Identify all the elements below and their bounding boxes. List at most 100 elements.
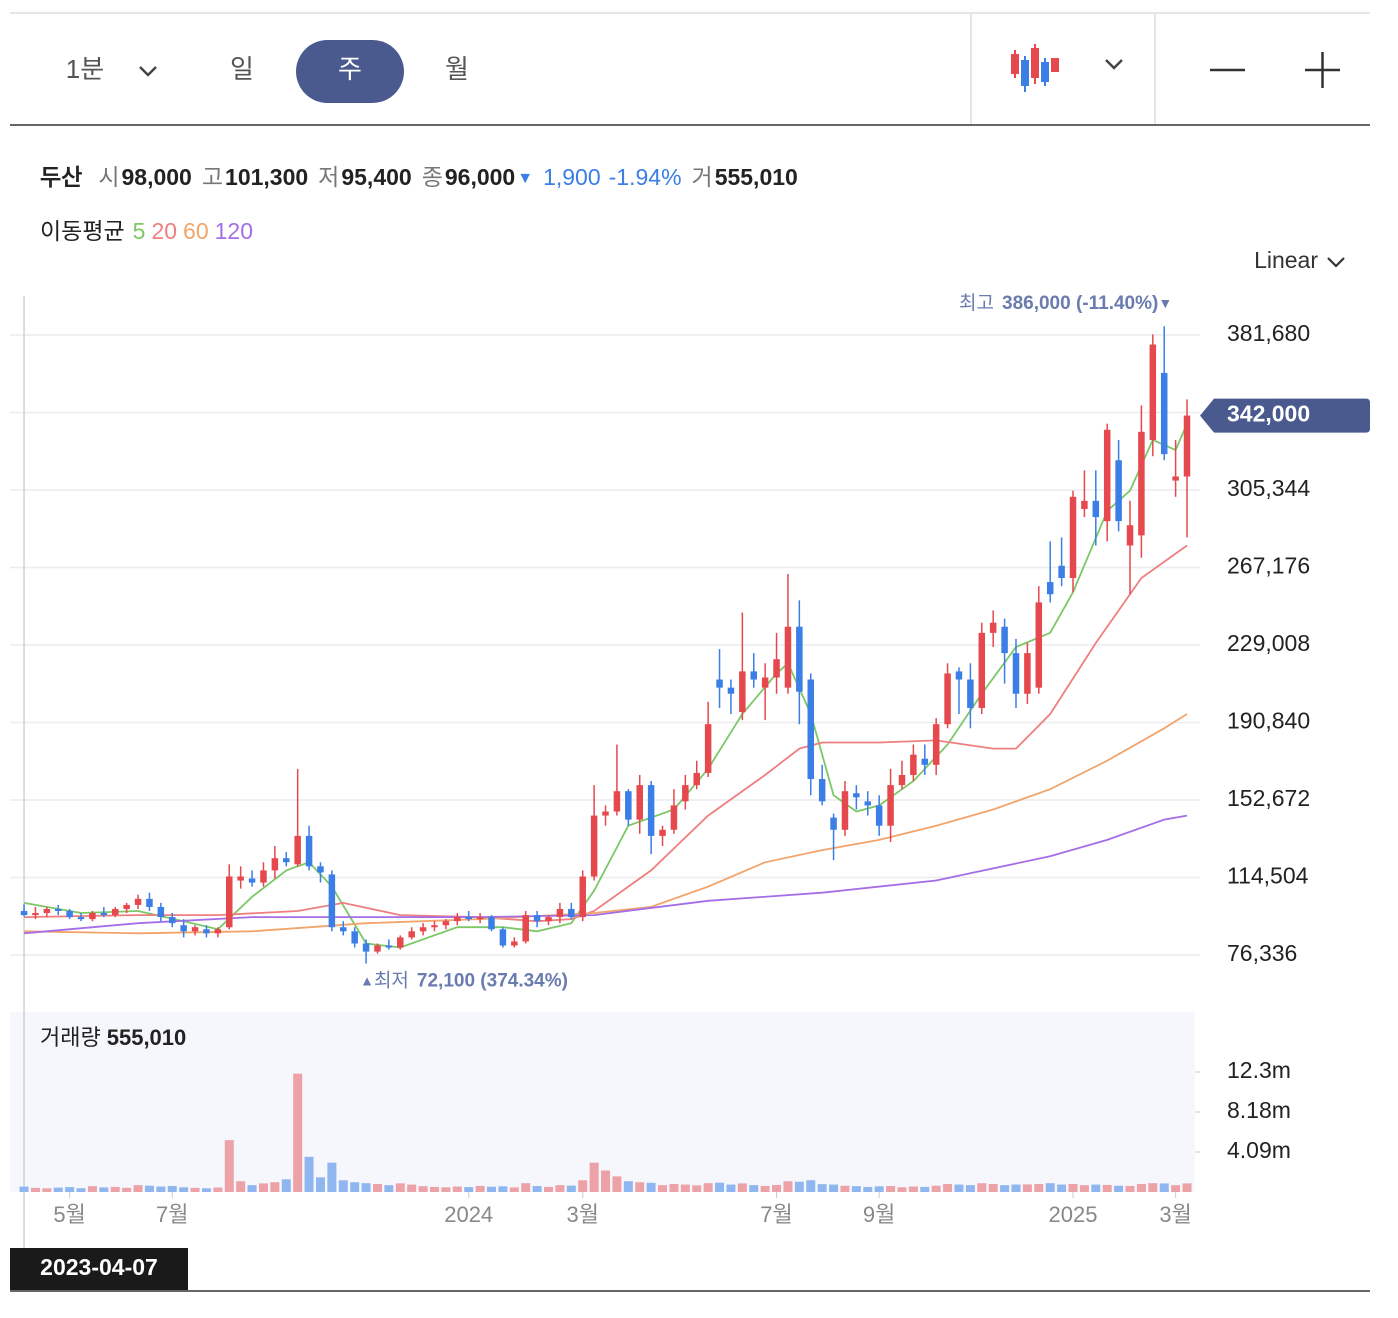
moving-average-line [23,814,1188,935]
high-label: 고 [202,164,223,190]
ma-legend: 이동평균 5 20 60 120 [40,218,253,244]
candle-body [750,671,757,680]
candle-body [180,925,187,932]
candle-body [294,835,301,865]
candle-body [499,929,507,946]
volume-bar [1000,1185,1010,1192]
candle-body [647,785,655,836]
chart-type-icon[interactable] [1011,44,1059,92]
volume-bar [772,1184,782,1192]
volume-bar [794,1181,804,1192]
candle-body [910,754,917,775]
y-tick-label: 229,008 [1227,630,1310,656]
volume-bar [931,1185,941,1192]
volume-bar [487,1186,497,1192]
candle-body [727,687,735,694]
scale-mode[interactable]: Linear [1254,247,1318,273]
candle-body [556,908,564,918]
volume-bar [452,1186,462,1192]
low-note-arrow: ▲ [360,972,374,988]
candle-body [1183,415,1191,477]
candle-body [1001,626,1008,654]
candle-body [784,626,792,688]
x-tick-label: 3월 [566,1202,598,1227]
candle-body [203,929,210,934]
volume-bar [122,1187,132,1192]
volume-bar [669,1183,679,1192]
stock-name: 두산 [40,164,82,190]
candle-body [807,679,815,780]
period-tabs: 1분 일 주 월 [66,40,469,103]
volume-bar [1045,1183,1055,1192]
volume-bar [361,1183,371,1192]
volume-bar [555,1185,565,1192]
candle-body [214,929,222,934]
volume-bar [498,1186,508,1192]
volume-tick-label: 12.3m [1227,1057,1291,1083]
interval-dropdown[interactable] [139,66,157,77]
candle-body [77,917,85,920]
candle-body [271,858,279,871]
period-tab[interactable]: 1분 [66,54,104,84]
volume-bar [692,1185,702,1192]
volume-bar [1079,1185,1089,1192]
candle-body [693,772,700,786]
scale-mode-dropdown[interactable]: Linear [1254,247,1345,273]
volume-tick-label: 8.18m [1227,1097,1291,1123]
open-value: 98,000 [122,164,192,190]
candle-body [545,917,552,922]
candle-body [476,917,484,920]
volume-bar [1136,1183,1146,1192]
candle-body [887,785,894,826]
volume-bar [190,1187,200,1192]
period-tab[interactable]: 일 [230,54,254,84]
candle-body [841,791,849,830]
candle-body [568,908,575,918]
x-tick-label: 2025 [1049,1202,1098,1227]
zoom-in-button[interactable] [1305,52,1340,88]
candle-body [579,876,586,918]
volume-bar [635,1182,645,1192]
volume-bar [1182,1183,1192,1192]
candle-body [168,917,176,924]
volume-bar [703,1183,713,1192]
candle-body [362,943,370,952]
candle-body [454,917,461,922]
volume-bar [110,1186,120,1192]
volume-bar [977,1183,987,1192]
candle-body [1058,565,1065,579]
candle-body [1138,431,1145,536]
volume-bar [441,1187,451,1192]
candle-body [818,779,826,802]
period-tab[interactable]: 월 [445,54,469,84]
candle-body [1160,372,1168,455]
date-tag-label: 2023-04-07 [40,1254,158,1280]
candle-body [328,874,336,928]
x-tick-label: 2024 [444,1202,493,1227]
candle-body [20,911,28,916]
volume-bar [1068,1183,1078,1192]
volume-bar [578,1180,588,1192]
candle-body [419,927,427,932]
volume-bar [601,1170,611,1192]
volume-bar [988,1183,998,1192]
chart-type-dropdown[interactable] [1105,59,1123,70]
volume-bar [42,1188,52,1192]
volume-bar [680,1184,690,1192]
candle-body [408,931,415,938]
volume-bar [156,1186,166,1192]
candle-body [397,937,404,948]
volume-bar [908,1186,918,1192]
volume-bar [874,1186,884,1192]
candle-body [1115,460,1122,522]
volume-bar [840,1185,850,1192]
chart-area: 76,336 114,504 152,672 190,840 229,008 267,17… [10,292,1370,1290]
volume-bar [646,1182,656,1192]
candle-body [682,785,689,802]
volume-bar [886,1186,896,1192]
y-tick-label: 267,176 [1227,553,1310,579]
period-tab[interactable]: 주 [338,54,362,84]
candle-body [43,908,51,914]
candle-body [431,925,438,928]
